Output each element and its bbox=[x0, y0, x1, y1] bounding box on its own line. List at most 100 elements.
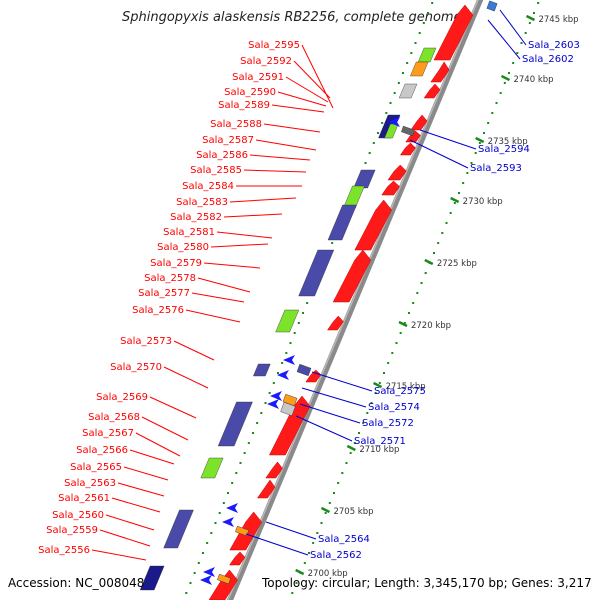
gene-label-right: Sala_2594 bbox=[478, 144, 530, 155]
scale-label: 2735 kbp bbox=[488, 137, 528, 147]
label-leader-line bbox=[203, 262, 261, 269]
gene-label-right: Sala_2602 bbox=[522, 54, 574, 65]
cds-box bbox=[327, 204, 357, 241]
reverse-cds-box bbox=[296, 363, 312, 377]
label-leader-line bbox=[229, 197, 297, 203]
inner-dotted-track bbox=[364, 162, 367, 164]
accession-text: Accession: NC_008048 bbox=[8, 576, 145, 590]
outer-dotted-track bbox=[366, 412, 369, 414]
forward-gene-arrow bbox=[257, 479, 276, 499]
label-leader-line bbox=[409, 139, 469, 169]
label-leader-line bbox=[301, 44, 334, 109]
outer-dotted-track bbox=[328, 502, 331, 504]
outer-dotted-track bbox=[516, 52, 519, 54]
cds-box bbox=[163, 509, 194, 549]
reverse-gene-arrow bbox=[283, 355, 295, 365]
scale-tick bbox=[500, 74, 511, 82]
outer-dotted-track bbox=[316, 532, 319, 534]
cds-box bbox=[200, 457, 224, 479]
label-leader-line bbox=[173, 340, 215, 361]
forward-gene-arrow bbox=[433, 4, 474, 61]
scale-label: 2720 kbp bbox=[411, 321, 451, 331]
inner-dotted-track bbox=[381, 122, 384, 124]
inner-dotted-track bbox=[406, 62, 409, 64]
gene-label-right: Sala_2574 bbox=[368, 402, 420, 413]
cds-box bbox=[139, 565, 165, 591]
forward-gene-arrow bbox=[430, 61, 450, 83]
outer-dotted-track bbox=[449, 212, 452, 214]
gene-label-left: Sala_2585 bbox=[190, 165, 242, 176]
reverse-cds-box bbox=[235, 525, 249, 537]
gene-label-left: Sala_2584 bbox=[182, 181, 234, 192]
scale-label: 2745 kbp bbox=[538, 15, 578, 25]
outer-dotted-track bbox=[487, 122, 490, 124]
outer-dotted-track bbox=[482, 132, 485, 134]
gene-label-left: Sala_2583 bbox=[176, 197, 228, 208]
inner-dotted-track bbox=[331, 242, 334, 244]
gene-label-left: Sala_2590 bbox=[224, 87, 276, 98]
label-leader-line bbox=[91, 549, 147, 561]
scale-label: 2700 kbp bbox=[308, 569, 348, 579]
label-leader-line bbox=[243, 169, 307, 173]
inner-dotted-track bbox=[301, 312, 304, 314]
label-leader-line bbox=[141, 416, 189, 441]
scale-tick bbox=[525, 14, 536, 22]
label-leader-line bbox=[285, 76, 329, 103]
inner-dotted-track bbox=[193, 572, 196, 574]
outer-dotted-track bbox=[362, 422, 365, 424]
cds-box bbox=[410, 61, 429, 77]
outer-dotted-track bbox=[445, 222, 448, 224]
label-leader-line bbox=[185, 309, 241, 323]
inner-dotted-track bbox=[247, 442, 250, 444]
cds-box bbox=[217, 401, 253, 447]
inner-dotted-track bbox=[272, 382, 275, 384]
reverse-gene-arrow bbox=[200, 575, 212, 585]
label-leader-line bbox=[293, 60, 331, 99]
label-leader-line bbox=[111, 497, 161, 513]
outer-dotted-track bbox=[332, 492, 335, 494]
gene-label-left: Sala_2578 bbox=[144, 273, 196, 284]
scale-tick bbox=[373, 381, 383, 389]
outer-dotted-track bbox=[345, 462, 348, 464]
inner-dotted-track bbox=[239, 462, 242, 464]
outer-dotted-track bbox=[532, 12, 535, 14]
outer-dotted-track bbox=[437, 242, 440, 244]
outer-dotted-track bbox=[403, 322, 406, 324]
forward-gene-arrow bbox=[229, 551, 246, 566]
inner-dotted-track bbox=[243, 452, 246, 454]
scale-tick bbox=[398, 320, 408, 328]
outer-dotted-track bbox=[528, 22, 531, 24]
inner-dotted-track bbox=[293, 332, 296, 334]
gene-label-left: Sala_2580 bbox=[157, 242, 209, 253]
outer-dotted-track bbox=[420, 282, 423, 284]
gene-label-left: Sala_2577 bbox=[138, 288, 190, 299]
inner-dotted-track bbox=[426, 12, 429, 14]
reverse-gene-arrow bbox=[388, 117, 400, 127]
genome-summary-text: Topology: circular; Length: 3,345,170 bp… bbox=[262, 576, 592, 590]
gene-label-left: Sala_2588 bbox=[210, 119, 262, 130]
label-leader-line bbox=[123, 466, 169, 481]
scale-label: 2740 kbp bbox=[513, 75, 553, 85]
label-leader-line bbox=[487, 19, 521, 60]
cds-box bbox=[298, 249, 335, 297]
gene-label-left: Sala_2569 bbox=[96, 392, 148, 403]
gene-label-right: Sala_2593 bbox=[470, 163, 522, 174]
label-leader-line bbox=[255, 139, 317, 151]
outer-dotted-track bbox=[507, 72, 510, 74]
outer-dotted-track bbox=[407, 312, 410, 314]
outer-dotted-track bbox=[337, 482, 340, 484]
outer-dotted-track bbox=[357, 432, 360, 434]
scale-tick bbox=[424, 258, 434, 266]
cds-box bbox=[275, 309, 300, 333]
outer-dotted-track bbox=[524, 32, 527, 34]
outer-dotted-track bbox=[470, 162, 473, 164]
inner-dotted-track bbox=[401, 72, 404, 74]
inner-dotted-track bbox=[197, 562, 200, 564]
inner-dotted-track bbox=[368, 152, 371, 154]
gene-label-left: Sala_2556 bbox=[38, 545, 90, 556]
scale-tick bbox=[320, 506, 331, 514]
label-leader-line bbox=[99, 529, 151, 547]
outer-dotted-track bbox=[503, 82, 506, 84]
cds-box bbox=[417, 47, 437, 63]
scale-tick bbox=[346, 444, 356, 452]
